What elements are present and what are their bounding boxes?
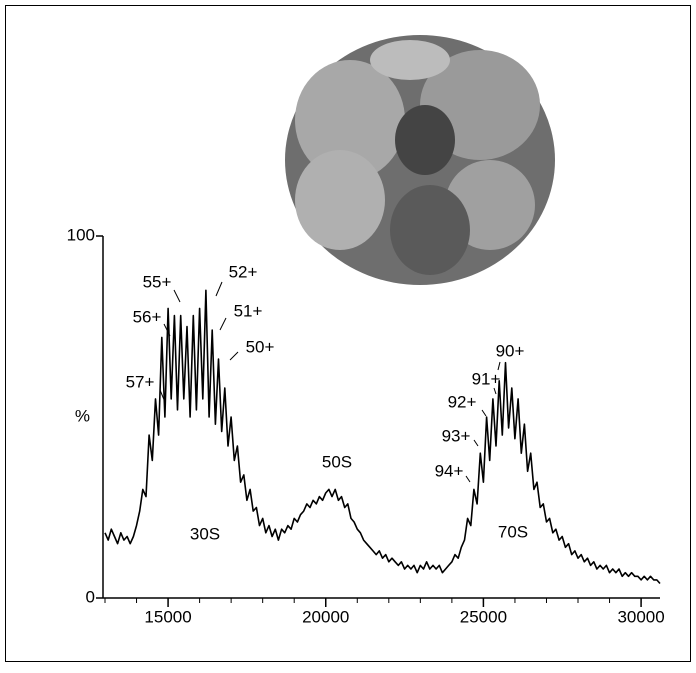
annotation-leader (163, 323, 171, 337)
x-tick-label: 15000 (144, 607, 191, 626)
annotation: 92+ (448, 392, 477, 411)
annotation-leader (215, 281, 223, 297)
x-tick-label: 25000 (460, 607, 507, 626)
annotation-leader (173, 289, 181, 303)
annotation: 70S (498, 522, 528, 541)
annotation: 55+ (143, 272, 172, 291)
y-axis-label: % (75, 406, 90, 425)
annotation: 50S (322, 452, 352, 471)
annotation: 91+ (472, 369, 501, 388)
annotation-leader (229, 351, 239, 361)
annotation-leader (493, 387, 497, 395)
annotation: 56+ (133, 307, 162, 326)
annotation-leader (159, 389, 166, 403)
annotation: 50+ (246, 337, 275, 356)
y-tick-label: 0 (86, 587, 95, 606)
annotation-leader (473, 439, 479, 447)
x-tick-label: 30000 (617, 607, 664, 626)
ribosome-image (285, 35, 555, 285)
annotation: 93+ (442, 426, 471, 445)
annotation-leader (481, 409, 487, 417)
annotation: 30S (190, 524, 220, 543)
x-tick-label: 20000 (302, 607, 349, 626)
y-tick-label: 100 (67, 225, 95, 244)
annotation: 94+ (435, 461, 464, 480)
spectrum-line (104, 289, 661, 585)
annotation-leader (465, 475, 471, 483)
annotation-leader (497, 361, 501, 371)
annotation: 51+ (234, 301, 263, 320)
annotation-leader (219, 317, 227, 331)
annotation: 57+ (126, 372, 155, 391)
annotation: 52+ (229, 262, 258, 281)
annotation: 90+ (496, 341, 525, 360)
